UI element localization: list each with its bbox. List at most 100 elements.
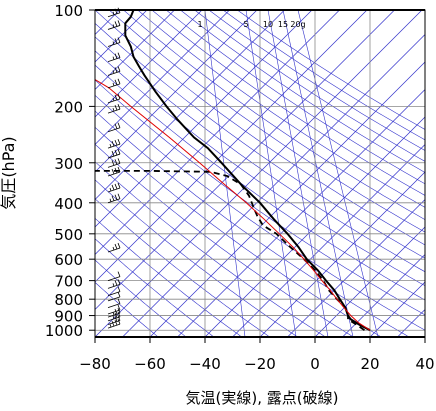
wind-barb bbox=[107, 286, 121, 297]
dry-adiabat-line bbox=[95, 198, 270, 337]
isotherm-line bbox=[204, 116, 425, 337]
wind-barb bbox=[107, 166, 121, 177]
wind-barb bbox=[107, 148, 121, 159]
x-axis-label: 気温(実線), 露点(破線) bbox=[186, 389, 339, 407]
dry-adiabat-line bbox=[151, 10, 425, 196]
dry-adiabat-line bbox=[109, 10, 425, 233]
y-tick-label: 700 bbox=[54, 273, 83, 291]
y-tick-label: 400 bbox=[54, 195, 83, 213]
dry-adiabat-line bbox=[95, 179, 298, 337]
wind-barb bbox=[107, 311, 121, 322]
dry-adiabat-line bbox=[95, 10, 425, 246]
wind-barb bbox=[107, 138, 121, 149]
dry-adiabat-line bbox=[95, 126, 382, 337]
mixing-ratio-label: 15 bbox=[278, 20, 288, 29]
wind-barb bbox=[107, 104, 121, 114]
isotherm-line bbox=[149, 61, 425, 337]
mixing-ratio-label: 1 bbox=[197, 20, 202, 29]
isotherm-line bbox=[95, 10, 423, 337]
dry-adiabat-line bbox=[95, 143, 354, 337]
wind-barb bbox=[107, 193, 121, 204]
x-tick-label: −40 bbox=[189, 355, 221, 373]
wind-barb bbox=[107, 52, 121, 63]
dry-adiabat-line bbox=[95, 22, 425, 259]
series-line-parcel bbox=[95, 79, 371, 331]
x-tick-label: 40 bbox=[415, 355, 434, 373]
y-tick-label: 600 bbox=[54, 251, 83, 269]
wind-barb bbox=[107, 37, 121, 47]
mixing-ratio-line bbox=[297, 10, 379, 337]
y-tick-label: 500 bbox=[54, 226, 83, 244]
y-tick-label: 800 bbox=[54, 291, 83, 309]
y-tick-label: 200 bbox=[54, 98, 83, 116]
grid bbox=[95, 10, 425, 337]
wind-barb bbox=[107, 304, 121, 315]
isotherm-line bbox=[95, 10, 313, 228]
wind-barb bbox=[107, 271, 121, 281]
dry-adiabat-line bbox=[95, 259, 187, 337]
dry-adiabat-line bbox=[137, 10, 425, 208]
dry-adiabat-line bbox=[95, 64, 425, 301]
wind-barb bbox=[107, 298, 121, 308]
dry-adiabat-line bbox=[123, 10, 425, 220]
y-tick-label: 100 bbox=[54, 2, 83, 20]
wind-barb bbox=[107, 158, 121, 168]
x-tick-label: 20 bbox=[360, 355, 379, 373]
series-line-temperature bbox=[124, 10, 371, 332]
isotherm-line bbox=[342, 254, 425, 337]
isotherm-line bbox=[369, 281, 425, 337]
wind-barb bbox=[107, 122, 121, 133]
isotherm-line bbox=[95, 10, 368, 283]
mixing-ratio-line bbox=[245, 10, 297, 337]
isotherm-line bbox=[424, 336, 425, 337]
dry-adiabat-line bbox=[180, 10, 425, 173]
dry-adiabat-line bbox=[95, 79, 425, 316]
isotherm-line bbox=[177, 89, 425, 337]
isotherm-line bbox=[95, 10, 230, 145]
dry-adiabat-line bbox=[95, 110, 410, 337]
mixing-ratio-label: 20g bbox=[290, 20, 305, 29]
wind-barb bbox=[107, 291, 121, 302]
x-tick-label: −20 bbox=[244, 355, 276, 373]
dry-adiabat-line bbox=[95, 238, 215, 337]
y-tick-label: 300 bbox=[54, 155, 83, 173]
wind-barb bbox=[107, 279, 121, 289]
series-line-dewpoint bbox=[95, 169, 366, 331]
mixing-ratio-labels: 1 5 10 15 20g bbox=[197, 20, 305, 29]
x-tick-label: −80 bbox=[79, 355, 111, 373]
mixing-ratio-label: 5 bbox=[243, 20, 248, 29]
wind-barb bbox=[107, 242, 121, 253]
wind-barb bbox=[107, 93, 121, 104]
wind-barb bbox=[107, 318, 121, 329]
dry-adiabat-line bbox=[95, 217, 243, 337]
wind-barb bbox=[107, 315, 121, 325]
mixing-ratio-line bbox=[282, 10, 354, 337]
dry-adiabat-line bbox=[208, 10, 425, 151]
mixing-ratio-line bbox=[267, 10, 329, 337]
y-tick-label: 900 bbox=[54, 308, 83, 326]
wind-barb bbox=[107, 182, 121, 193]
dry-adiabat-line bbox=[194, 10, 425, 162]
wind-barb bbox=[107, 20, 121, 30]
isotherm-line bbox=[259, 171, 425, 337]
y-axis-label: 気圧(hPa) bbox=[0, 136, 18, 209]
isotherm-line bbox=[122, 34, 425, 337]
isotherm-line bbox=[287, 199, 425, 337]
dry-adiabat-line bbox=[95, 36, 425, 273]
wind-barb bbox=[107, 78, 121, 89]
isotherm-line bbox=[95, 10, 175, 90]
isotherm-line bbox=[95, 10, 203, 118]
mixing-ratio-line bbox=[204, 10, 246, 337]
dry-adiabat-line bbox=[95, 281, 159, 337]
mixing-ratio-label: 10 bbox=[263, 20, 273, 29]
isotherm-line bbox=[95, 10, 258, 173]
x-axis: −80 −60 −40 −20 0 20 40 bbox=[79, 337, 435, 373]
y-tick-label: 1000 bbox=[45, 322, 83, 340]
x-tick-label: −60 bbox=[134, 355, 166, 373]
x-tick-label: 0 bbox=[310, 355, 320, 373]
wind-barb bbox=[107, 66, 121, 76]
series-layer bbox=[95, 10, 371, 332]
dry-adiabat-line bbox=[166, 10, 425, 185]
